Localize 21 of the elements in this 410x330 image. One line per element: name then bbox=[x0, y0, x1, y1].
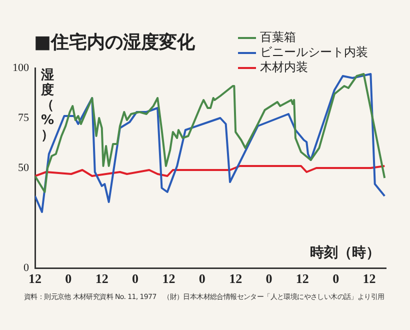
x-tick-label: 12 bbox=[28, 271, 42, 286]
legend-label: 百葉箱 bbox=[260, 30, 296, 45]
x-tick-label: 0 bbox=[332, 271, 340, 286]
legend-label: 木材内装 bbox=[260, 60, 308, 75]
x-tick-label: 12 bbox=[362, 271, 376, 286]
x-tick-label: 0 bbox=[65, 271, 72, 286]
legend-label: ビニールシート内装 bbox=[260, 45, 368, 60]
y-tick-label: 50 bbox=[18, 162, 30, 174]
x-tick-label: 0 bbox=[132, 271, 139, 286]
x-tick-label: 0 bbox=[266, 271, 272, 286]
x-tick-label: 12 bbox=[296, 271, 309, 286]
x-axis-title: 時刻（時） bbox=[310, 244, 380, 262]
chart-title: ■住宅内の湿度変化 bbox=[34, 31, 196, 54]
x-tick-label: 12 bbox=[229, 271, 242, 286]
y-tick-label: 0 bbox=[24, 262, 30, 274]
y-axis-title: 湿度（%） bbox=[41, 68, 54, 143]
x-tick-label: 0 bbox=[198, 271, 206, 286]
x-tick-label: 12 bbox=[95, 271, 108, 286]
y-tick-label: 75 bbox=[18, 112, 30, 124]
y-tick-label: 100 bbox=[12, 62, 30, 74]
x-tick-label: 12 bbox=[162, 271, 176, 286]
